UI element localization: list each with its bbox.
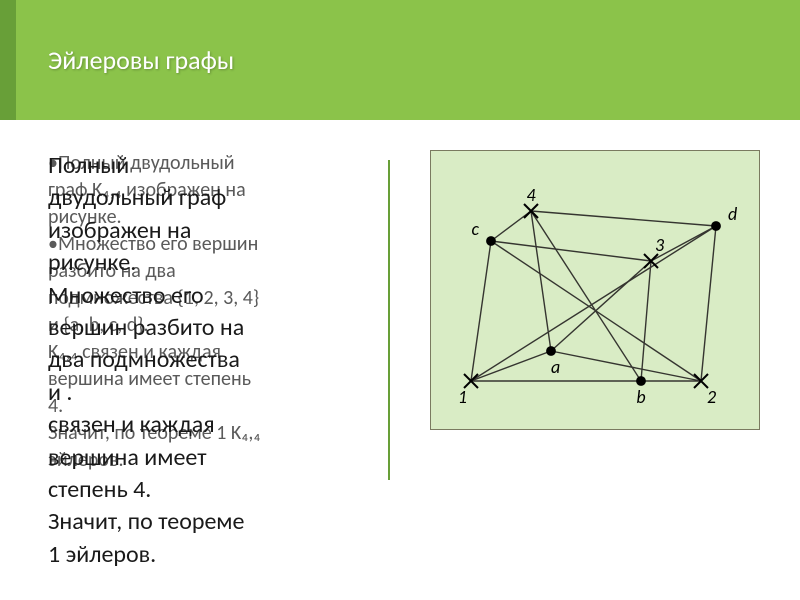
text-line: двудольный граф: [48, 182, 368, 214]
slide-content: •Полный двудольныйграф K₄,₄ изображен на…: [0, 120, 800, 600]
bipartite-graph-figure: 1 2 3 4 a b c d: [430, 150, 760, 430]
text-line: Полный: [48, 150, 368, 182]
svg-text:a: a: [551, 356, 560, 378]
text-line: два подмножества: [48, 344, 368, 376]
text-layer-front: Полныйдвудольный графизображен нарисунке…: [48, 150, 368, 571]
text-line: вершин разбито на: [48, 312, 368, 344]
text-line: 1 эйлеров.: [48, 539, 368, 571]
text-line: рисунке.: [48, 247, 368, 279]
slide-title: Эйлеровы графы: [48, 44, 234, 76]
slide-header: Эйлеровы графы: [0, 0, 800, 120]
svg-text:d: d: [728, 203, 737, 225]
svg-text:c: c: [472, 218, 480, 240]
text-line: степень 4.: [48, 474, 368, 506]
text-line: изображен на: [48, 215, 368, 247]
figure-column: 1 2 3 4 a b c d: [390, 150, 800, 600]
text-line: Значит, по теореме: [48, 506, 368, 538]
svg-text:2: 2: [707, 386, 716, 408]
vertical-divider: [388, 160, 390, 480]
svg-text:b: b: [636, 386, 645, 408]
svg-text:4: 4: [526, 184, 536, 206]
bipartite-graph-svg: 1 2 3 4 a b c d: [431, 151, 761, 431]
text-line: вершина имеет: [48, 442, 368, 474]
text-column: •Полный двудольныйграф K₄,₄ изображен на…: [0, 150, 390, 600]
text-line: связен и каждая: [48, 409, 368, 441]
svg-text:1: 1: [458, 386, 467, 408]
header-accent-bar: [0, 0, 16, 120]
svg-text:3: 3: [655, 234, 665, 256]
text-line: Множество его: [48, 280, 368, 312]
text-line: и .: [48, 377, 368, 409]
